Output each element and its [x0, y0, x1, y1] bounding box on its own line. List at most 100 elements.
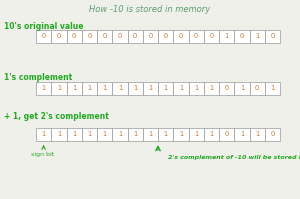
Text: 1: 1 — [270, 86, 274, 92]
Bar — [82, 30, 97, 43]
Text: 1: 1 — [103, 86, 107, 92]
Bar — [234, 82, 250, 95]
Text: 1: 1 — [118, 86, 122, 92]
Text: 1: 1 — [164, 132, 168, 138]
Text: 1: 1 — [225, 33, 229, 39]
Text: 0: 0 — [194, 33, 198, 39]
Text: 10's original value: 10's original value — [4, 22, 83, 31]
Text: 0: 0 — [270, 33, 274, 39]
Text: 0: 0 — [179, 33, 183, 39]
Text: 1: 1 — [87, 86, 92, 92]
Bar — [36, 128, 51, 141]
Bar — [188, 82, 204, 95]
Text: 1: 1 — [72, 86, 76, 92]
Bar — [158, 82, 173, 95]
Text: 1: 1 — [164, 86, 168, 92]
Text: 0: 0 — [41, 33, 46, 39]
Bar — [97, 30, 112, 43]
Bar — [265, 82, 280, 95]
Text: 0: 0 — [209, 33, 214, 39]
Bar — [158, 30, 173, 43]
Text: 1's complement: 1's complement — [4, 73, 72, 82]
Bar — [173, 30, 188, 43]
Text: 1: 1 — [57, 86, 61, 92]
Bar — [128, 30, 143, 43]
Bar — [97, 128, 112, 141]
Text: 1: 1 — [42, 86, 46, 92]
Bar — [82, 128, 97, 141]
Text: + 1, get 2's complement: + 1, get 2's complement — [4, 112, 109, 121]
Text: 1: 1 — [103, 132, 107, 138]
Bar — [67, 30, 82, 43]
Text: 1: 1 — [87, 132, 92, 138]
Bar — [219, 30, 234, 43]
Bar — [112, 128, 128, 141]
Text: 0: 0 — [270, 132, 274, 138]
Text: 1: 1 — [255, 132, 259, 138]
Bar — [204, 82, 219, 95]
Text: 0: 0 — [72, 33, 76, 39]
Bar — [219, 82, 234, 95]
Bar — [128, 128, 143, 141]
Bar — [51, 82, 67, 95]
Bar — [82, 82, 97, 95]
Text: How -10 is stored in memory: How -10 is stored in memory — [89, 5, 211, 14]
Bar — [143, 82, 158, 95]
Text: 0: 0 — [118, 33, 122, 39]
Text: 2's complement of -10 will be stored in memory: 2's complement of -10 will be stored in … — [168, 155, 300, 160]
Text: 0: 0 — [224, 86, 229, 92]
Text: 1: 1 — [194, 132, 198, 138]
Bar — [250, 30, 265, 43]
Bar — [51, 128, 67, 141]
Text: 1: 1 — [194, 86, 198, 92]
Text: 1: 1 — [148, 132, 152, 138]
Bar — [67, 128, 82, 141]
Bar — [173, 82, 188, 95]
Bar — [128, 82, 143, 95]
Text: 1: 1 — [118, 132, 122, 138]
Bar — [234, 30, 250, 43]
Bar — [265, 30, 280, 43]
Text: 1: 1 — [133, 86, 137, 92]
Bar — [112, 82, 128, 95]
Bar — [188, 128, 204, 141]
Bar — [219, 128, 234, 141]
Text: 1: 1 — [72, 132, 76, 138]
Text: 0: 0 — [133, 33, 137, 39]
Bar — [204, 128, 219, 141]
Bar — [250, 82, 265, 95]
Bar — [97, 82, 112, 95]
Text: 1: 1 — [148, 86, 152, 92]
Bar — [67, 82, 82, 95]
Bar — [188, 30, 204, 43]
Text: 1: 1 — [179, 132, 183, 138]
Bar — [112, 30, 128, 43]
Text: 1: 1 — [255, 33, 259, 39]
Text: 0: 0 — [87, 33, 92, 39]
Text: sign bit: sign bit — [31, 152, 54, 157]
Text: 1: 1 — [57, 132, 61, 138]
Text: 0: 0 — [148, 33, 152, 39]
Text: 1: 1 — [209, 132, 213, 138]
Text: 0: 0 — [224, 132, 229, 138]
Bar — [143, 128, 158, 141]
Text: 1: 1 — [133, 132, 137, 138]
Bar — [234, 128, 250, 141]
Text: 0: 0 — [164, 33, 168, 39]
Bar — [36, 30, 51, 43]
Text: 0: 0 — [240, 33, 244, 39]
Text: 1: 1 — [209, 86, 213, 92]
Bar — [36, 82, 51, 95]
Bar — [250, 128, 265, 141]
Text: 0: 0 — [103, 33, 107, 39]
Text: 1: 1 — [240, 132, 244, 138]
Bar — [158, 128, 173, 141]
Text: 0: 0 — [255, 86, 259, 92]
Bar — [265, 128, 280, 141]
Text: 1: 1 — [179, 86, 183, 92]
Text: 0: 0 — [57, 33, 61, 39]
Bar — [173, 128, 188, 141]
Bar — [51, 30, 67, 43]
Text: 1: 1 — [42, 132, 46, 138]
Bar — [143, 30, 158, 43]
